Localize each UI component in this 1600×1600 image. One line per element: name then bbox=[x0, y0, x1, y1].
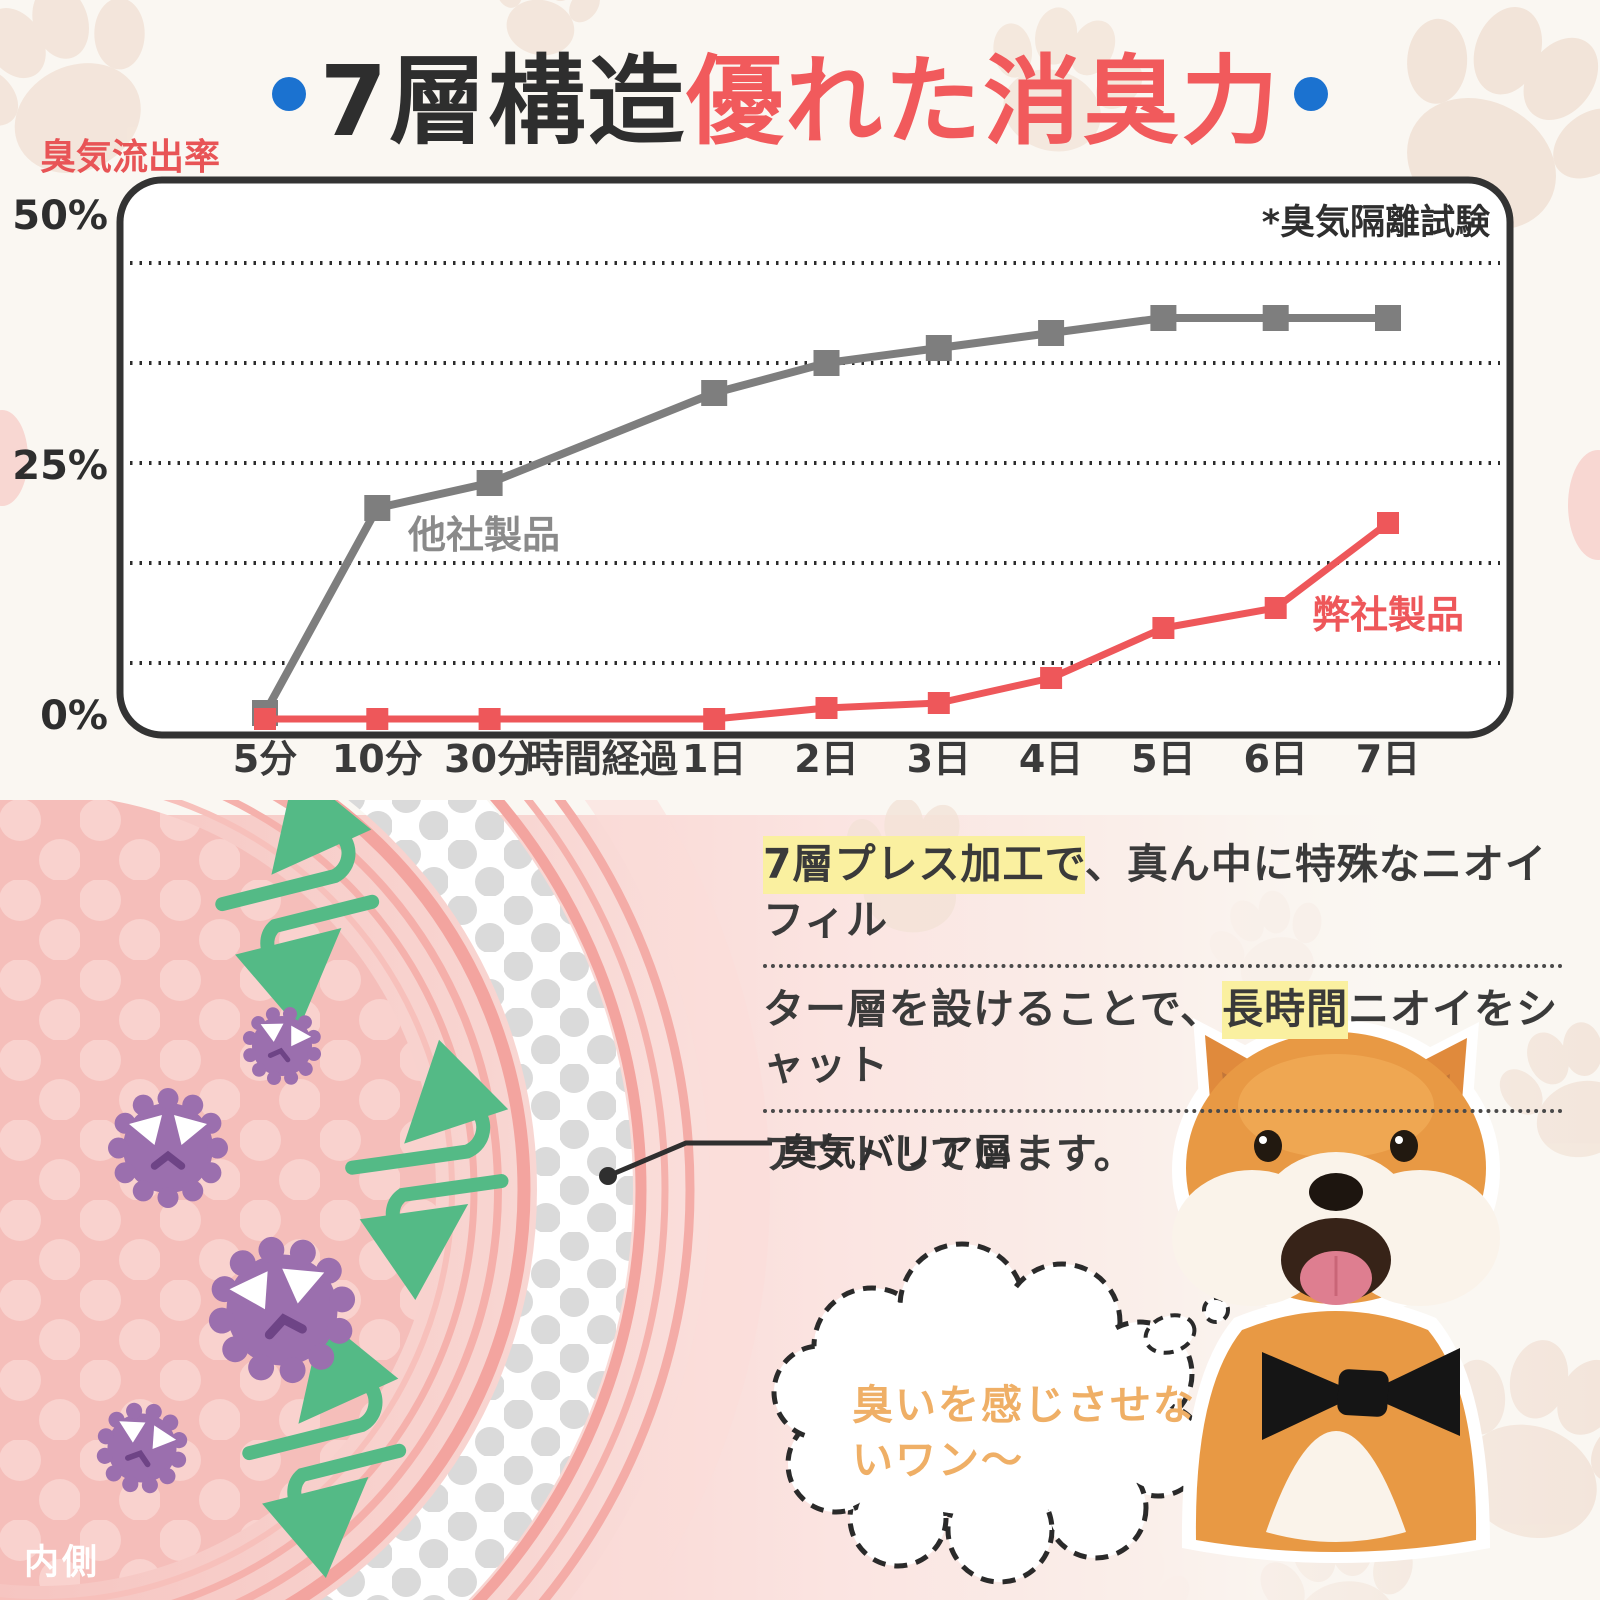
paragraph-line: 7層プレス加工で、真ん中に特殊なニオイフィル bbox=[763, 836, 1563, 968]
plain-text: 、真ん中に特殊なニオイフィル bbox=[763, 840, 1547, 944]
data-point-marker bbox=[364, 495, 391, 521]
series-label-他社製品: 他社製品 bbox=[407, 513, 560, 557]
chart-note: *臭気隔離試験 bbox=[1262, 203, 1491, 243]
x-tick-label: 3日 bbox=[907, 737, 971, 781]
barrier-layer-label: 臭気バリア層 bbox=[780, 1131, 1014, 1174]
data-point-marker bbox=[1040, 667, 1063, 689]
thought-bubble bbox=[771, 1241, 1262, 1585]
title-black-text: 7層構造 bbox=[319, 45, 687, 158]
x-tick-label: 4日 bbox=[1019, 737, 1083, 781]
title-left-dot-icon bbox=[271, 77, 306, 111]
x-tick-label: 時間経過 bbox=[526, 737, 679, 781]
highlighted-text: 7層プレス加工で bbox=[763, 840, 1085, 888]
dog-nose bbox=[1309, 1173, 1363, 1211]
x-tick-label: 5分 bbox=[233, 737, 297, 781]
data-point-marker bbox=[701, 380, 728, 406]
dog-bow-tie bbox=[1262, 1348, 1460, 1440]
data-point-marker bbox=[1377, 512, 1399, 534]
data-point-marker bbox=[703, 708, 726, 730]
x-tick-label: 6日 bbox=[1243, 737, 1307, 781]
data-point-marker bbox=[476, 470, 503, 496]
page-title: 7層構造優れた消臭力 bbox=[0, 22, 1600, 163]
data-point-marker bbox=[1264, 597, 1287, 619]
shiba-dog-illustration bbox=[1172, 1018, 1500, 1563]
plain-text: アウトしています。 bbox=[763, 1130, 1136, 1178]
odor-barrier-band bbox=[320, 800, 633, 1600]
plain-text: ニオイをシャット bbox=[763, 985, 1559, 1089]
data-point-marker bbox=[1038, 320, 1065, 346]
data-point-marker bbox=[927, 692, 950, 714]
series-line-弊社製品 bbox=[265, 520, 1391, 723]
x-tick-label: 2日 bbox=[794, 737, 858, 781]
x-tick-label: 30分 bbox=[444, 737, 535, 781]
title-right-dot-icon bbox=[1294, 77, 1329, 111]
data-point-marker bbox=[1375, 305, 1401, 331]
data-point-marker bbox=[1150, 305, 1177, 331]
x-tick-label: 10分 bbox=[332, 737, 423, 781]
layer-illustration bbox=[0, 800, 1600, 1600]
description-paragraph: 7層プレス加工で、真ん中に特殊なニオイフィル ター層を設けることで、長時間ニオイ… bbox=[763, 836, 1563, 1211]
y-tick-label: 25% bbox=[12, 443, 108, 489]
data-point-marker bbox=[478, 708, 501, 730]
x-tick-label: 1日 bbox=[682, 737, 746, 781]
data-point-marker bbox=[925, 335, 952, 361]
highlighted-text: 長時間 bbox=[1222, 985, 1349, 1033]
data-point-marker bbox=[1262, 305, 1289, 331]
inner-side-label: 内側 bbox=[24, 1543, 101, 1583]
title-red-text: 優れた消臭力 bbox=[686, 45, 1281, 158]
series-line-他社製品 bbox=[261, 314, 1388, 715]
barrier-callout-line bbox=[599, 1140, 772, 1185]
data-point-marker bbox=[813, 350, 840, 376]
data-point-marker bbox=[366, 708, 389, 730]
chart-axis-title: 臭気流出率 bbox=[40, 137, 221, 178]
thought-bubble-text: 臭いを感じさせないワン〜 bbox=[852, 1381, 1196, 1485]
paragraph-line: アウトしています。 bbox=[763, 1126, 1563, 1198]
series-label-弊社製品: 弊社製品 bbox=[1312, 593, 1464, 637]
plain-text: ター層を設けることで、 bbox=[763, 985, 1223, 1033]
pink-edge-blobs bbox=[0, 410, 1600, 560]
data-point-marker bbox=[1152, 617, 1175, 639]
paragraph-line: ター層を設けることで、長時間ニオイをシャット bbox=[763, 981, 1563, 1113]
x-tick-label: 7日 bbox=[1356, 737, 1420, 781]
data-point-marker bbox=[254, 708, 276, 730]
y-tick-label: 50% bbox=[12, 193, 108, 239]
y-tick-label: 0% bbox=[40, 693, 108, 739]
data-point-marker bbox=[815, 697, 838, 719]
x-tick-label: 5日 bbox=[1131, 737, 1195, 781]
